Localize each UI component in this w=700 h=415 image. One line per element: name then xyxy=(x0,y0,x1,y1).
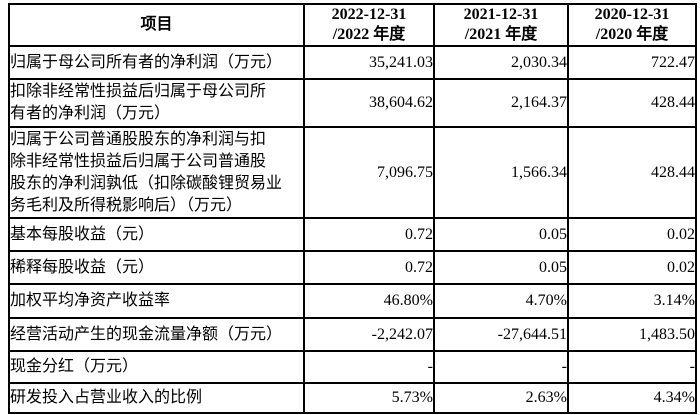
row-label: 扣除非经常性损益后归属于母公司所 有者的净利润（万元） xyxy=(8,78,305,128)
table-row: 现金分红（万元） - - - xyxy=(8,350,697,384)
table-row: 归属于母公司所有者的净利润（万元） 35,241.03 2,030.34 722… xyxy=(8,45,697,80)
value-2021: 2,164.37 xyxy=(433,78,569,128)
value-2022: 5.73% xyxy=(303,382,435,414)
value-2021: 2,030.34 xyxy=(433,45,569,80)
value-2020: 428.44 xyxy=(567,126,697,219)
row-label: 归属于母公司所有者的净利润（万元） xyxy=(8,45,305,80)
table-row: 归属于公司普通股股东的净利润与扣 除非经常性损益后归属于公司普通股 股东的净利润… xyxy=(8,126,697,219)
value-2021: - xyxy=(433,350,569,384)
table-row: 基本每股收益（元） 0.72 0.05 0.02 xyxy=(8,217,697,252)
value-2022: - xyxy=(303,350,435,384)
financial-summary-table: 项目 2022-12-31 /2022 年度 2021-12-31 /2021 … xyxy=(8,3,697,414)
value-2020: 0.02 xyxy=(567,250,697,285)
value-2022: 38,604.62 xyxy=(303,78,435,128)
column-header-period-2021: 2021-12-31 /2021 年度 xyxy=(433,3,569,47)
value-2022: 35,241.03 xyxy=(303,45,435,80)
value-2021: 1,566.34 xyxy=(433,126,569,219)
value-2021: 0.05 xyxy=(433,217,569,252)
row-label: 归属于公司普通股股东的净利润与扣 除非经常性损益后归属于公司普通股 股东的净利润… xyxy=(8,126,305,219)
value-2021: 2.63% xyxy=(433,382,569,414)
value-2020: - xyxy=(567,350,697,384)
table-row: 扣除非经常性损益后归属于母公司所 有者的净利润（万元） 38,604.62 2,… xyxy=(8,78,697,128)
value-2021: -27,644.51 xyxy=(433,317,569,352)
column-header-period-2022: 2022-12-31 /2022 年度 xyxy=(303,3,435,47)
column-header-period-2020: 2020-12-31 /2020 年度 xyxy=(567,3,697,47)
table-row: 经营活动产生的现金流量净额（万元） -2,242.07 -27,644.51 1… xyxy=(8,317,697,352)
value-2020: 1,483.50 xyxy=(567,317,697,352)
value-2020: 0.02 xyxy=(567,217,697,252)
row-label: 研发投入占营业收入的比例 xyxy=(8,382,305,414)
column-header-item: 项目 xyxy=(8,3,305,47)
row-label: 基本每股收益（元） xyxy=(8,217,305,252)
value-2020: 428.44 xyxy=(567,78,697,128)
value-2021: 0.05 xyxy=(433,250,569,285)
row-label: 经营活动产生的现金流量净额（万元） xyxy=(8,317,305,352)
value-2022: 0.72 xyxy=(303,217,435,252)
value-2022: 0.72 xyxy=(303,250,435,285)
value-2020: 722.47 xyxy=(567,45,697,80)
row-label: 加权平均净资产收益率 xyxy=(8,283,305,319)
value-2022: 7,096.75 xyxy=(303,126,435,219)
row-label: 现金分红（万元） xyxy=(8,350,305,384)
row-label: 稀释每股收益（元） xyxy=(8,250,305,285)
table-header-row: 项目 2022-12-31 /2022 年度 2021-12-31 /2021 … xyxy=(8,3,697,47)
value-2020: 4.34% xyxy=(567,382,697,414)
value-2022: -2,242.07 xyxy=(303,317,435,352)
table-row: 研发投入占营业收入的比例 5.73% 2.63% 4.34% xyxy=(8,382,697,414)
value-2020: 3.14% xyxy=(567,283,697,319)
value-2021: 4.70% xyxy=(433,283,569,319)
table-row: 稀释每股收益（元） 0.72 0.05 0.02 xyxy=(8,250,697,285)
table-row: 加权平均净资产收益率 46.80% 4.70% 3.14% xyxy=(8,283,697,319)
value-2022: 46.80% xyxy=(303,283,435,319)
